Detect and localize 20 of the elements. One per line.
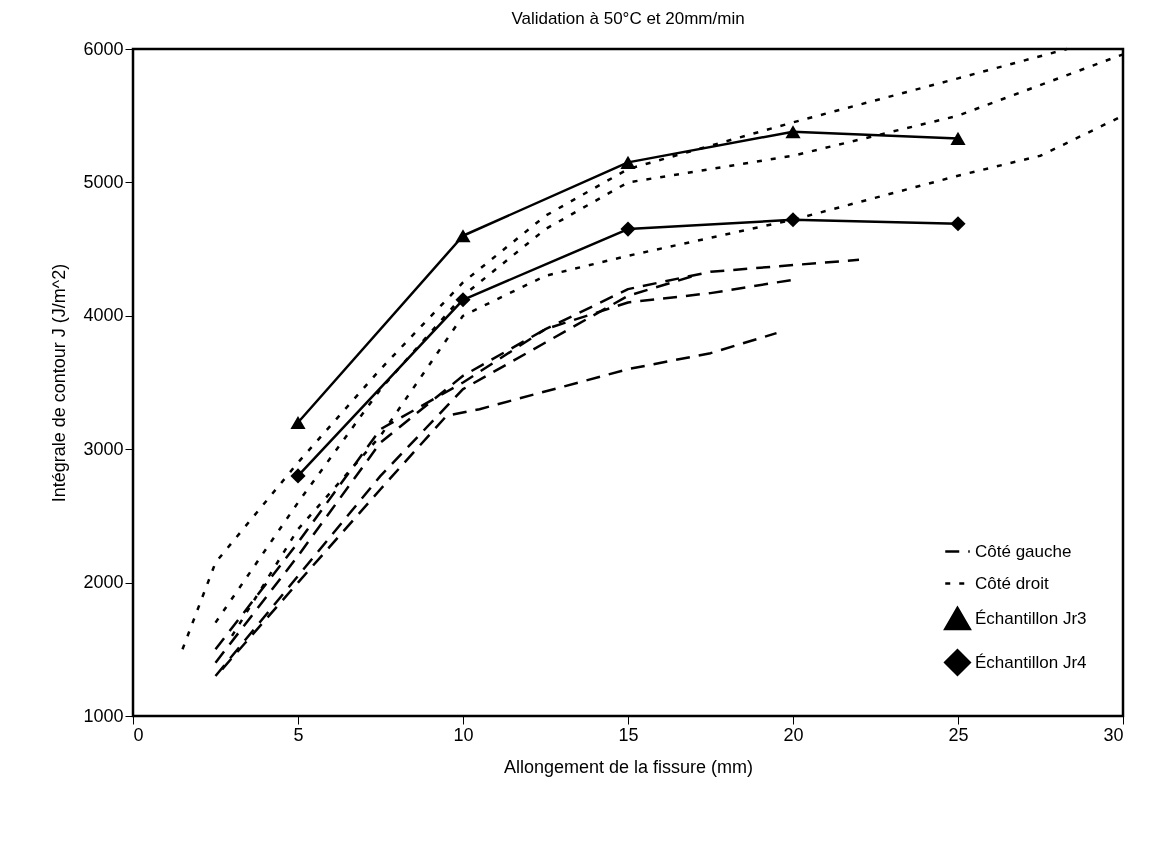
legend-label: Échantillon Jr4 [975,652,1087,672]
x-tick-label: 25 [948,724,969,745]
y-tick-label: 4000 [83,305,124,326]
y-tick-label: 2000 [83,572,124,593]
y-tick-label: 5000 [83,171,124,192]
x-tick-label: 10 [453,724,474,745]
x-tick-label: 20 [783,724,804,745]
y-tick-label: 1000 [83,705,124,726]
legend-label: Échantillon Jr3 [975,608,1087,628]
legend-label: Côté gauche [975,541,1072,561]
x-tick-label: 30 [1103,724,1124,745]
chart-title: Validation à 50°C et 20mm/min [511,9,745,28]
y-tick-label: 6000 [83,38,124,59]
x-tick-label: 15 [618,724,639,745]
legend-label: Côté droit [975,573,1049,593]
y-axis-title: Intégrale de contour J (J/m^2) [49,263,70,503]
x-tick-label: 5 [293,724,304,745]
x-tick-label: 0 [133,724,144,745]
x-axis-title: Allongement de la fissure (mm) [503,756,754,777]
y-tick-label: 3000 [83,438,124,459]
